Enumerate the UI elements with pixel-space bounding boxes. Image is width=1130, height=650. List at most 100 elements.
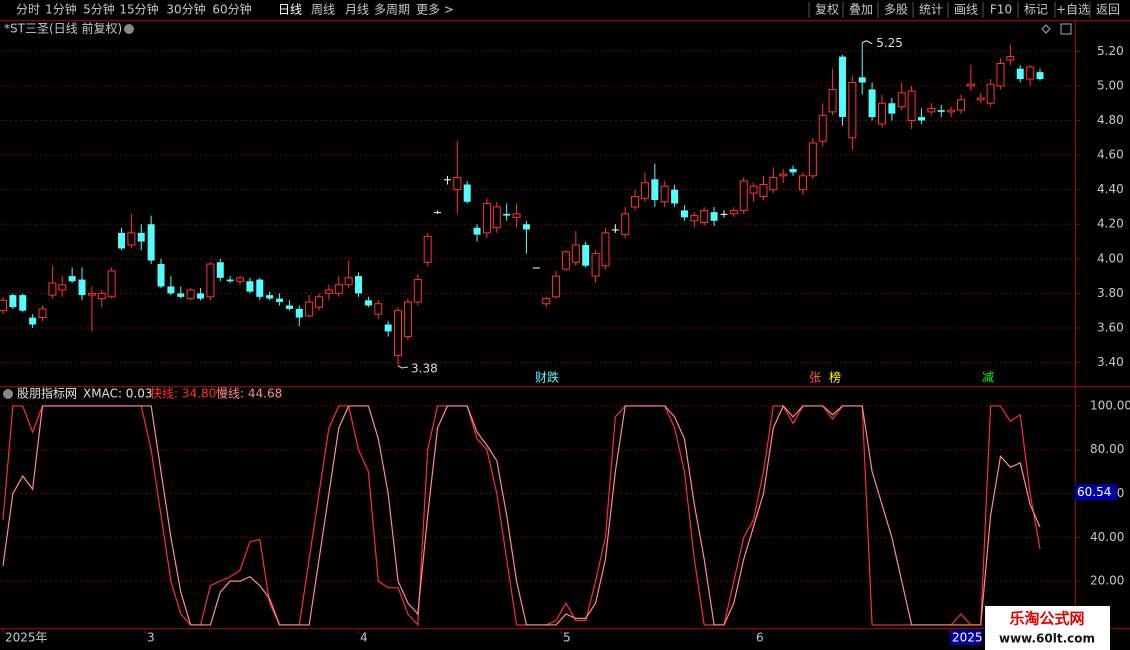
date-label: 5 [563,631,571,645]
toolbar-button[interactable]: 标记 [1024,3,1048,17]
candle-body [453,177,462,191]
low-pointer [397,365,409,369]
indicator-line [2,404,1041,626]
candle-body [434,212,442,214]
y-tick-label: 4.60 [1097,148,1124,162]
low-label: 3.38 [411,361,438,375]
candle-body [611,229,619,231]
candle-body [413,279,422,303]
candle-body [720,213,728,215]
candle-body [403,301,412,338]
date-label: 4 [360,631,368,645]
event-marker[interactable]: 减 [982,371,994,385]
period-tab[interactable]: 多周期 [374,3,410,17]
legend-entry: 快线: 34.80 [150,387,216,401]
candle-body [729,209,738,215]
candle-body [660,185,669,203]
candle-body [295,308,303,318]
candle-body [868,89,876,118]
candle-body [87,292,96,296]
candle-body [690,215,699,222]
toolbar-button[interactable]: 返回 [1096,3,1120,17]
event-marker[interactable]: 跌 [547,370,559,385]
period-tab[interactable]: 15分钟 [119,2,158,17]
period-tab[interactable]: 月线 [345,3,369,17]
candle-body [512,213,521,218]
toolbar-button[interactable]: 画线 [954,3,978,17]
current-value-label: 60.54 [1077,485,1111,499]
event-marker[interactable]: 张 [809,371,821,385]
period-tab[interactable]: 日线 [278,3,302,17]
candle-body [374,303,383,315]
toolbar-button[interactable]: 复权 [815,3,839,17]
candle-body [710,212,718,221]
candle-body [503,213,511,216]
candle-body [700,209,709,224]
candle-body [482,203,491,234]
diamond-icon[interactable] [1041,24,1051,34]
candle-body [671,189,679,204]
panel-icon[interactable] [1060,23,1072,35]
toolbar-button[interactable]: F10 [990,3,1012,17]
candle-body [1026,66,1035,80]
title-menu-icon[interactable] [124,24,134,34]
period-tab[interactable]: 周线 [311,3,335,17]
event-marker[interactable]: 榜 [829,370,841,385]
period-tab[interactable]: 更多 > [416,3,454,17]
y-tick-label: 3.80 [1097,286,1124,300]
y-tick-label: 4.00 [1097,251,1124,265]
candle-body [9,295,17,308]
period-tab[interactable]: 30分钟 [166,2,205,17]
toolbar-button[interactable]: 叠加 [849,3,873,17]
candle-body [463,184,471,202]
candle-body [966,83,975,87]
candle-body [858,77,866,83]
candle-body [956,99,965,111]
candle-body [276,298,284,303]
period-tab[interactable]: 分时 [16,3,40,17]
y-tick-label: 100.00 [1090,398,1130,412]
candle-body [897,92,906,108]
toolbar-button[interactable]: +自选 [1056,3,1090,17]
toolbar-button[interactable]: 统计 [919,3,943,17]
candle-body [423,235,432,263]
candle-body [167,286,175,294]
high-pointer [862,40,873,45]
candle-body [78,279,86,296]
period-tab[interactable]: 1分钟 [45,2,77,17]
indicator-subtitle: XMAC: 0.03 [83,387,153,401]
y-tick-label: 40.00 [1090,530,1124,544]
candle-body [206,263,215,298]
period-tab[interactable]: 60分钟 [212,2,251,17]
candle-body [394,310,403,357]
candle-body [256,279,264,297]
candle-body [976,97,985,101]
candle-body [186,289,195,300]
candle-body [58,284,67,291]
event-marker[interactable]: 财 [535,371,547,385]
candle-body [571,244,580,263]
date-highlight [950,630,982,645]
candle-body [640,182,649,199]
candle-body [19,295,27,311]
date-label: 6 [756,631,764,645]
candle-body [334,284,343,294]
candle-body [443,179,451,181]
candle-body [838,56,846,118]
legend-entry: 慢线: 44.68 [216,387,282,401]
candle-body [1016,68,1024,80]
candle-body [552,275,561,298]
candle-body [0,299,7,312]
candle-body [1036,72,1044,80]
period-tab[interactable]: 5分钟 [83,2,115,17]
candle-body [364,300,372,306]
current-value-box [1075,484,1117,501]
toolbar-button[interactable]: 多股 [884,3,908,17]
chart-title: *ST三圣(日线 前复权) [4,21,122,36]
candle-body [888,103,896,114]
candle-body [324,289,333,294]
candle-body [127,232,136,246]
watermark-name: 乐淘公式网 [1009,610,1084,628]
indicator-menu-icon[interactable] [3,389,13,399]
